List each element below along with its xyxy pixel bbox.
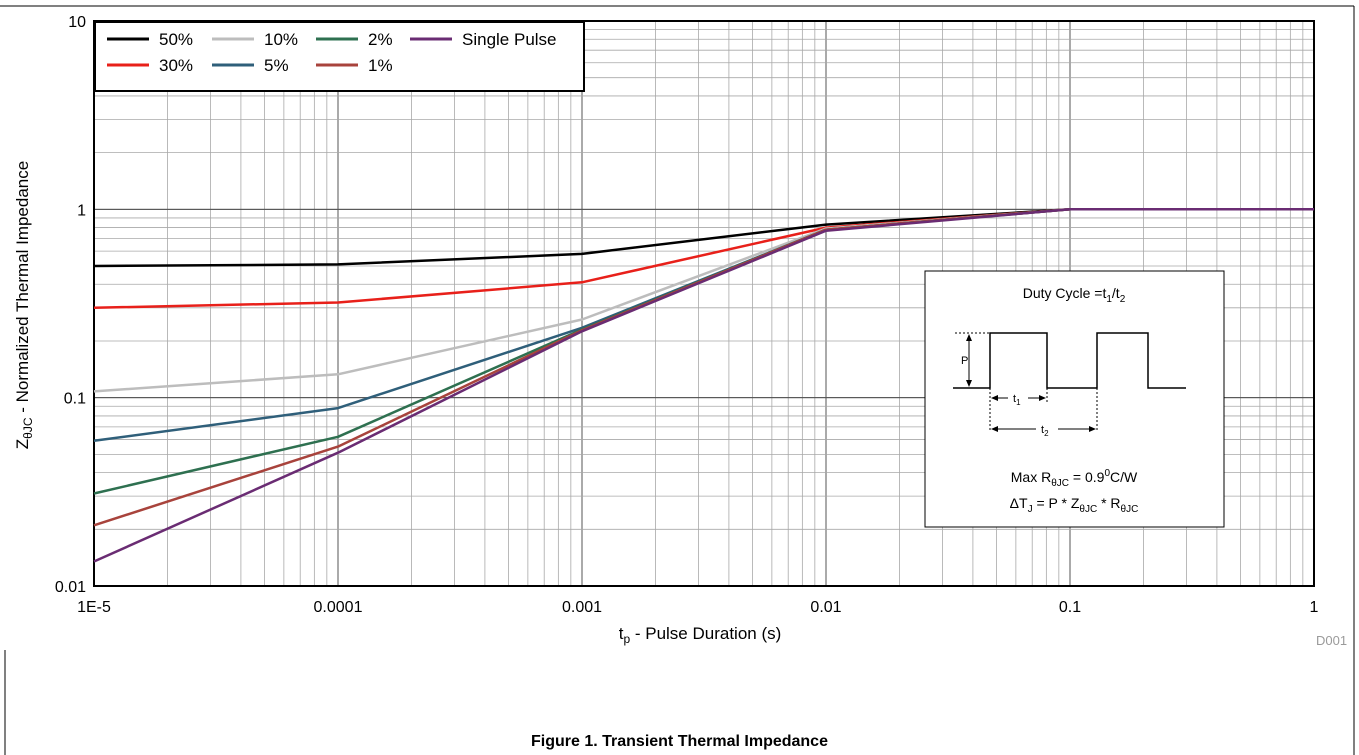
x-axis-title: tp - Pulse Duration (s) (619, 624, 782, 646)
legend: 50% 30% 10% 5% 2% 1% Single Pulse (94, 21, 585, 92)
t2-arrow-head-left (991, 426, 998, 432)
inset-title: Duty Cycle =t1/t2 (1023, 285, 1126, 305)
x-tick-label: 0.001 (562, 599, 602, 616)
y-tick-label: 0.01 (55, 579, 86, 596)
figure-caption: Figure 1. Transient Thermal Impedance (531, 733, 828, 750)
t1-arrow-head-left (991, 395, 998, 401)
x-tick-label: 0.01 (810, 599, 841, 616)
plot-area-border (93, 20, 1315, 587)
series-line (93, 208, 1314, 563)
p-arrow-head-bottom (966, 380, 972, 387)
legend-label: 1% (368, 56, 393, 75)
inset-delta-tj-line: ΔTJ = P * ZθJC * RθJC (1010, 495, 1139, 515)
legend-label: 50% (159, 30, 193, 49)
legend-box (94, 21, 585, 92)
t2-arrow-head-right (1089, 426, 1096, 432)
y-axis-title: ZθJC - Normalized Thermal Impedance (13, 161, 35, 449)
p-arrow-head-top (966, 334, 972, 341)
duty-cycle-inset: Duty Cycle =t1/t2 P t1 t2 Max RθJC = 0.9… (924, 270, 1225, 528)
legend-label: 5% (264, 56, 289, 75)
legend-label: 2% (368, 30, 393, 49)
t1-arrow-head-right (1039, 395, 1046, 401)
inset-box (924, 270, 1225, 528)
series-group (93, 208, 1314, 563)
p-label: P (961, 355, 968, 367)
x-tick-label: 1E-5 (77, 599, 111, 616)
pulse-waveform (953, 332, 1186, 389)
legend-label: 30% (159, 56, 193, 75)
x-tick-label: 1 (1310, 599, 1319, 616)
figure-code: D001 (1316, 633, 1347, 648)
legend-label: Single Pulse (462, 30, 557, 49)
y-tick-label: 0.1 (64, 391, 86, 408)
y-tick-label: 1 (77, 202, 86, 219)
tick-labels: 1E-5 0.0001 0.001 0.01 0.1 1 0.01 0.1 1 10 (55, 14, 1319, 616)
t2-label: t2 (1041, 424, 1049, 438)
inset-rthjc-line: Max RθJC = 0.90C/W (1011, 468, 1138, 489)
x-tick-label: 0.1 (1059, 599, 1081, 616)
legend-items: 50% 30% 10% 5% 2% 1% Single Pulse (107, 30, 557, 75)
x-tick-label: 0.0001 (314, 599, 363, 616)
t1-label: t1 (1013, 393, 1021, 407)
y-tick-label: 10 (68, 14, 86, 31)
legend-label: 10% (264, 30, 298, 49)
